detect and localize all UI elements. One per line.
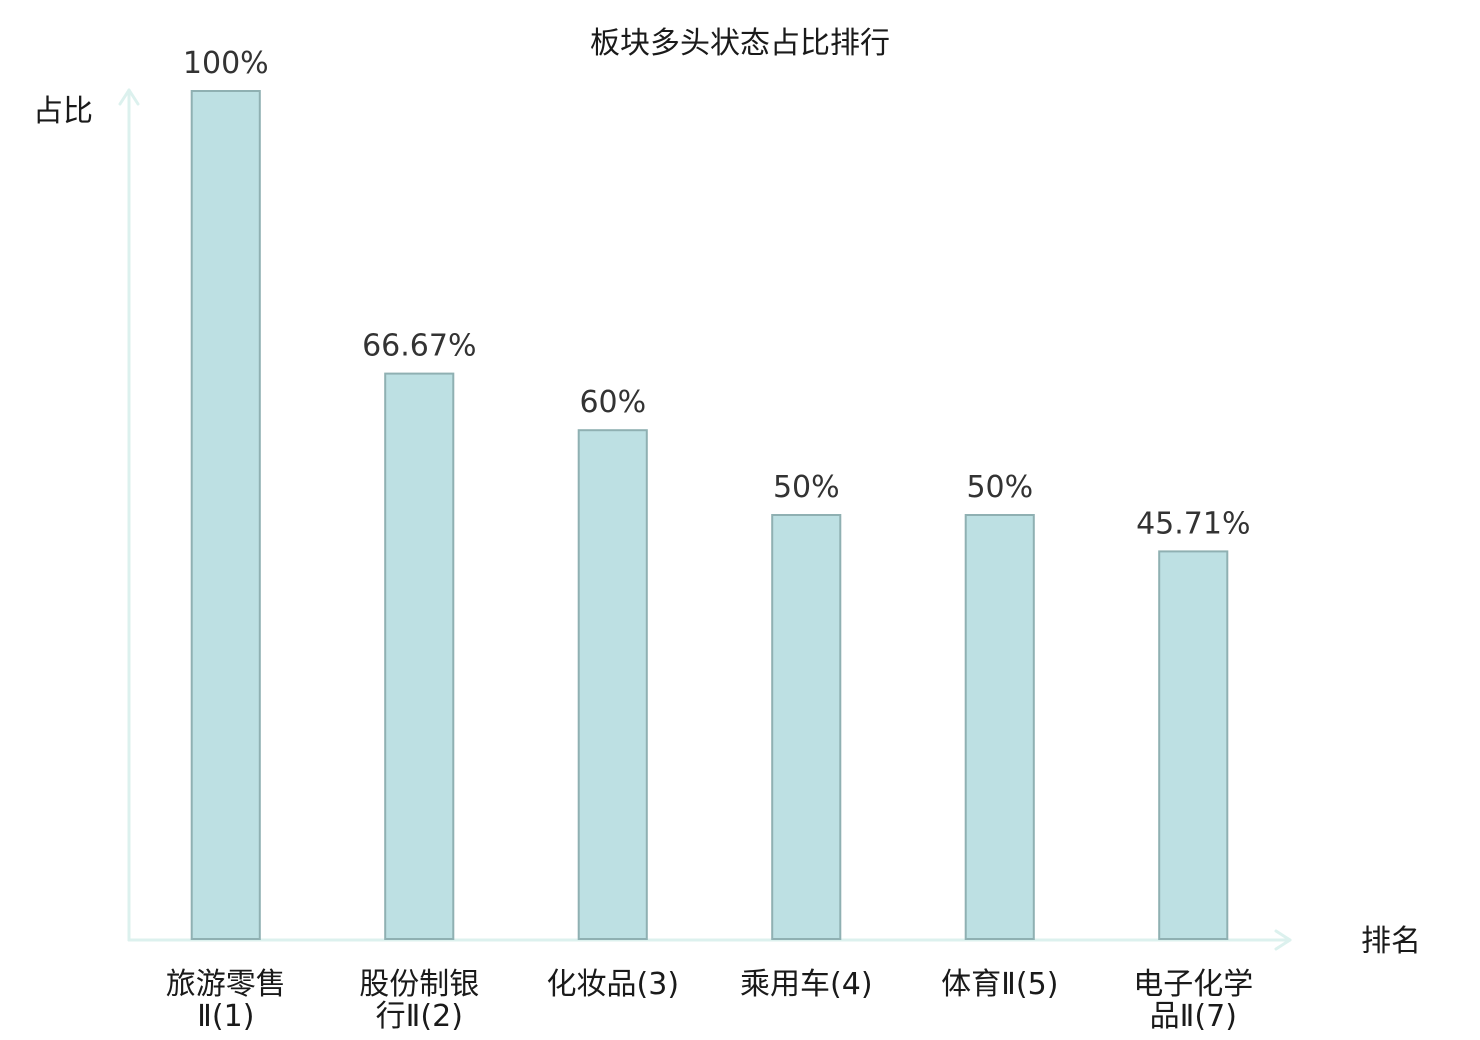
data-label: 50% xyxy=(966,470,1033,505)
data-label: 60% xyxy=(579,385,646,420)
data-label: 50% xyxy=(773,470,840,505)
x-axis-arrow-icon xyxy=(1274,929,1292,951)
y-axis-label: 占比 xyxy=(33,94,93,129)
bar xyxy=(577,429,648,940)
chart-title: 板块多头状态占比排行 xyxy=(590,26,890,61)
value-labels: 100% 66.67% 60% 50% 50% 45.71% xyxy=(183,46,1251,541)
x-tick-label: 化妆品(3) xyxy=(547,967,680,1002)
y-axis-arrow-icon xyxy=(118,88,140,106)
data-label: 66.67% xyxy=(362,329,476,364)
bar xyxy=(964,514,1035,940)
bar xyxy=(1158,550,1229,941)
bar xyxy=(190,90,261,940)
x-tick-label: 旅游零售 Ⅱ(1) xyxy=(166,967,286,1034)
x-tick-label: 电子化学品Ⅱ(7) xyxy=(1133,967,1253,1034)
bars xyxy=(190,90,1229,941)
data-label: 45.71% xyxy=(1136,506,1250,541)
bar xyxy=(384,372,455,941)
x-axis-label: 排名 xyxy=(1361,924,1421,959)
x-tick-label: 乘用车(4) xyxy=(740,967,873,1002)
x-tick-label: 股份制银行Ⅱ(2) xyxy=(359,967,479,1034)
data-label: 100% xyxy=(183,46,269,81)
category-labels: 旅游零售 Ⅱ(1) 股份制银行Ⅱ(2) 化妆品(3) 乘用车(4) 体育Ⅱ(5) 电子化学品… xyxy=(166,967,1254,1034)
axes xyxy=(118,88,1292,951)
x-tick-label: 体育Ⅱ(5) xyxy=(941,967,1058,1002)
bar xyxy=(771,514,842,940)
